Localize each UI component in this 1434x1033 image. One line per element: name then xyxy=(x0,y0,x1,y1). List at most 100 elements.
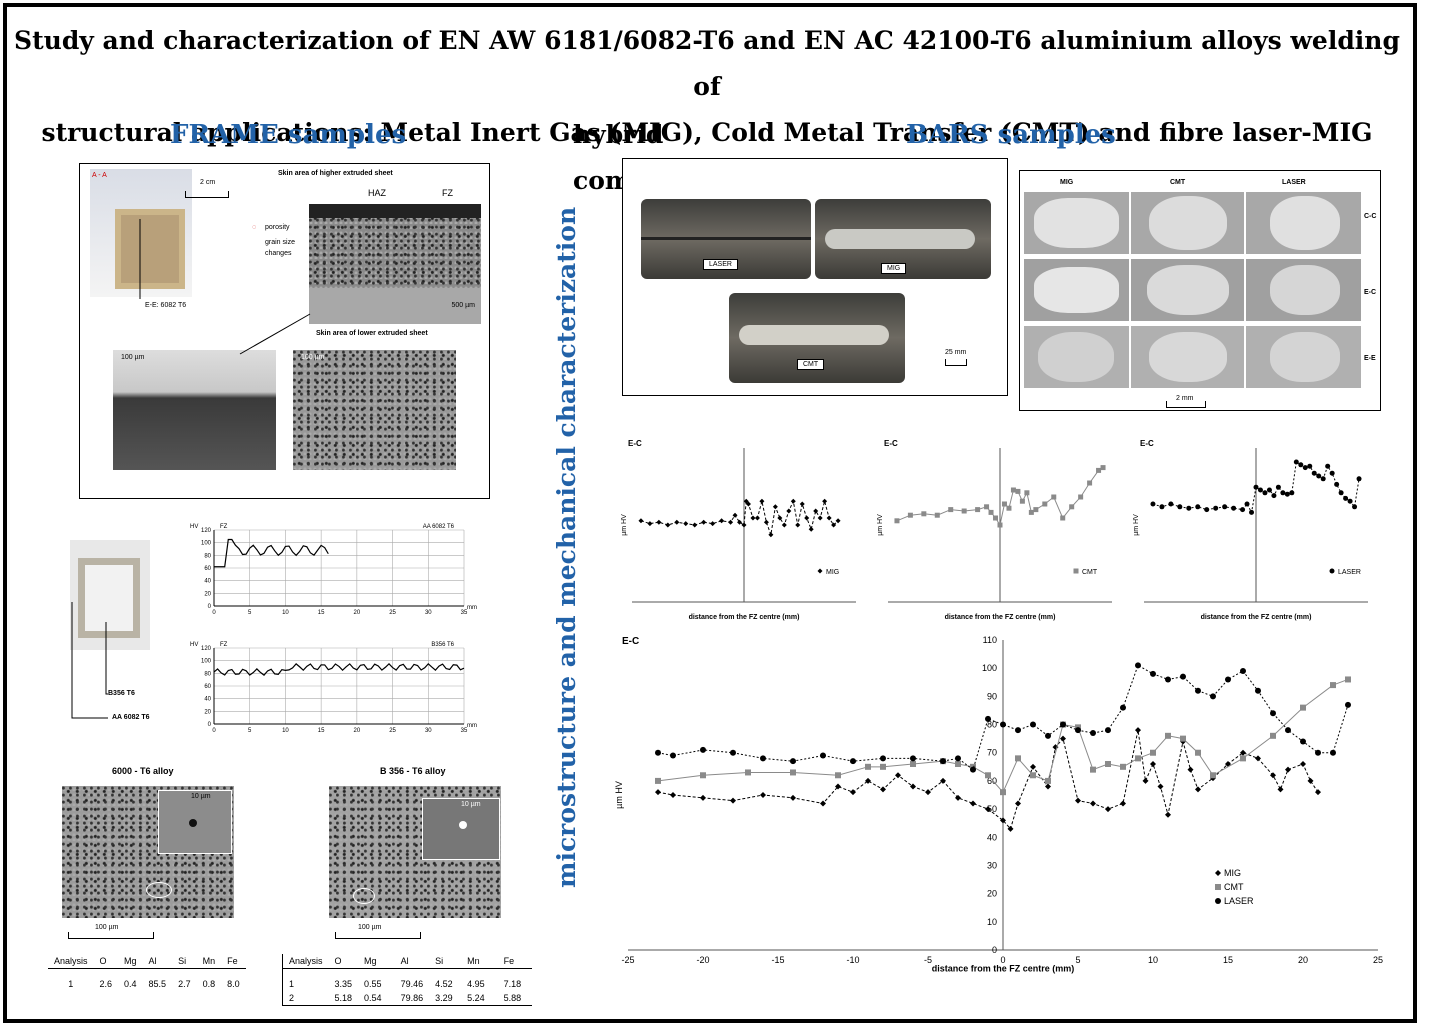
data-point xyxy=(1285,727,1291,734)
x-tick-label: 5 xyxy=(248,728,252,734)
table-cell: 7.18 xyxy=(503,979,522,989)
x-tick-label: 25 xyxy=(1373,955,1383,965)
data-point xyxy=(948,507,954,513)
data-point xyxy=(1186,505,1192,511)
chart-cmt: E-C distance from the FZ centre (mm) µm HV… xyxy=(877,439,1112,621)
data-point xyxy=(670,752,676,759)
data-point xyxy=(955,794,961,801)
header-cell: Mg xyxy=(358,954,395,969)
data-point xyxy=(1289,490,1295,496)
frame-photo: A - A xyxy=(90,169,192,297)
data-point xyxy=(975,507,981,513)
data-point xyxy=(1270,732,1276,739)
data-point xyxy=(1060,515,1066,521)
ee-label: E-E: 6082 T6 xyxy=(145,302,187,309)
x-axis-label: distance from the FZ centre (mm) xyxy=(1201,614,1312,621)
data-point xyxy=(1105,761,1111,767)
y-tick-label: 0 xyxy=(992,945,997,955)
data-point xyxy=(1180,735,1186,742)
data-point xyxy=(790,498,796,504)
y-tick-label: 10 xyxy=(987,917,997,927)
data-point xyxy=(1042,501,1048,507)
chart-title: E-C xyxy=(1140,439,1154,448)
panel-title: AA 6082 T6 xyxy=(423,524,455,530)
data-point xyxy=(1120,704,1126,711)
data-point xyxy=(1334,481,1340,487)
row-ec-label: E-C xyxy=(1364,289,1377,296)
data-point xyxy=(763,519,769,525)
weld-zone xyxy=(1034,198,1119,248)
data-point xyxy=(754,515,760,521)
data-point xyxy=(822,498,828,504)
table-cell: 0.4 xyxy=(124,979,137,989)
hardness-line-b356 xyxy=(213,662,465,676)
section-mig-ee xyxy=(1024,326,1129,388)
data-point xyxy=(1006,505,1012,511)
col-laser-label: LASER xyxy=(1282,179,1306,186)
data-point xyxy=(795,522,801,528)
table-cell: 1 xyxy=(68,979,74,989)
data-point xyxy=(1298,462,1304,468)
data-point xyxy=(1210,772,1216,779)
data-point xyxy=(820,752,826,759)
scale-right-bar xyxy=(335,932,421,939)
data-point xyxy=(1150,749,1156,756)
table-cell: 1 xyxy=(289,979,295,989)
x-tick-label: -15 xyxy=(771,955,784,965)
mm-label: mm xyxy=(467,605,477,611)
data-point xyxy=(790,794,796,801)
data-point xyxy=(1195,786,1201,793)
frame-part-outline xyxy=(78,558,140,638)
data-point xyxy=(772,504,778,510)
hv-label: HV xyxy=(190,642,198,648)
row-cc-label: C-C xyxy=(1364,213,1377,220)
data-point xyxy=(1165,811,1171,818)
y-tick-label: 70 xyxy=(987,748,997,758)
x-tick-label: 15 xyxy=(318,610,325,616)
x-tick-label: 0 xyxy=(1000,955,1005,965)
data-point xyxy=(1307,463,1313,469)
data-point xyxy=(997,522,1003,528)
table-cell: 8.0 xyxy=(227,979,240,989)
scale-2cm-label: 2 cm xyxy=(200,179,216,186)
data-point xyxy=(1330,749,1336,756)
data-point xyxy=(701,519,707,525)
data-point xyxy=(1019,498,1025,504)
data-point xyxy=(1345,701,1351,708)
data-point xyxy=(865,763,871,770)
data-point xyxy=(1204,507,1210,513)
data-point xyxy=(700,794,706,801)
table-cell: 0.8 xyxy=(202,979,216,989)
x-tick-label: 0 xyxy=(212,610,216,616)
grain-size-changes-label: changes xyxy=(265,250,292,257)
skin-micrograph-left: 100 µm xyxy=(113,350,276,470)
bars-sections-figure: MIG CMT LASER C-C E-C E-E 2 mm xyxy=(1019,170,1381,411)
data-point xyxy=(1010,487,1016,493)
data-point xyxy=(993,515,999,521)
data-point xyxy=(1338,490,1344,496)
y-tick-label: 100 xyxy=(201,541,212,547)
y-axis-label: µm HV xyxy=(877,514,884,536)
y-tick-label: 20 xyxy=(987,889,997,899)
data-point xyxy=(1135,727,1141,734)
table-cell: 4.52 xyxy=(435,979,453,989)
data-point xyxy=(1215,884,1221,890)
mig-label: MIG xyxy=(881,263,907,274)
x-tick-label: 20 xyxy=(1298,955,1308,965)
table-cell: 5.18 xyxy=(334,993,353,1003)
data-point xyxy=(700,772,706,779)
table-cell: 3.29 xyxy=(435,993,453,1003)
weld-zone xyxy=(1270,265,1340,315)
x-tick-label: 5 xyxy=(1075,955,1080,965)
poster-frame xyxy=(3,3,1417,1023)
data-point xyxy=(1307,777,1314,784)
data-point xyxy=(1000,721,1006,728)
section-mig-cc xyxy=(1024,192,1129,254)
data-point xyxy=(894,518,900,524)
section-aa-label: A - A xyxy=(92,172,107,179)
data-point xyxy=(804,515,810,521)
skin-lower-label: Skin area of lower extruded sheet xyxy=(316,330,428,337)
data-point xyxy=(1240,507,1246,513)
data-point xyxy=(1300,761,1306,767)
particle-circle-left xyxy=(146,882,172,898)
